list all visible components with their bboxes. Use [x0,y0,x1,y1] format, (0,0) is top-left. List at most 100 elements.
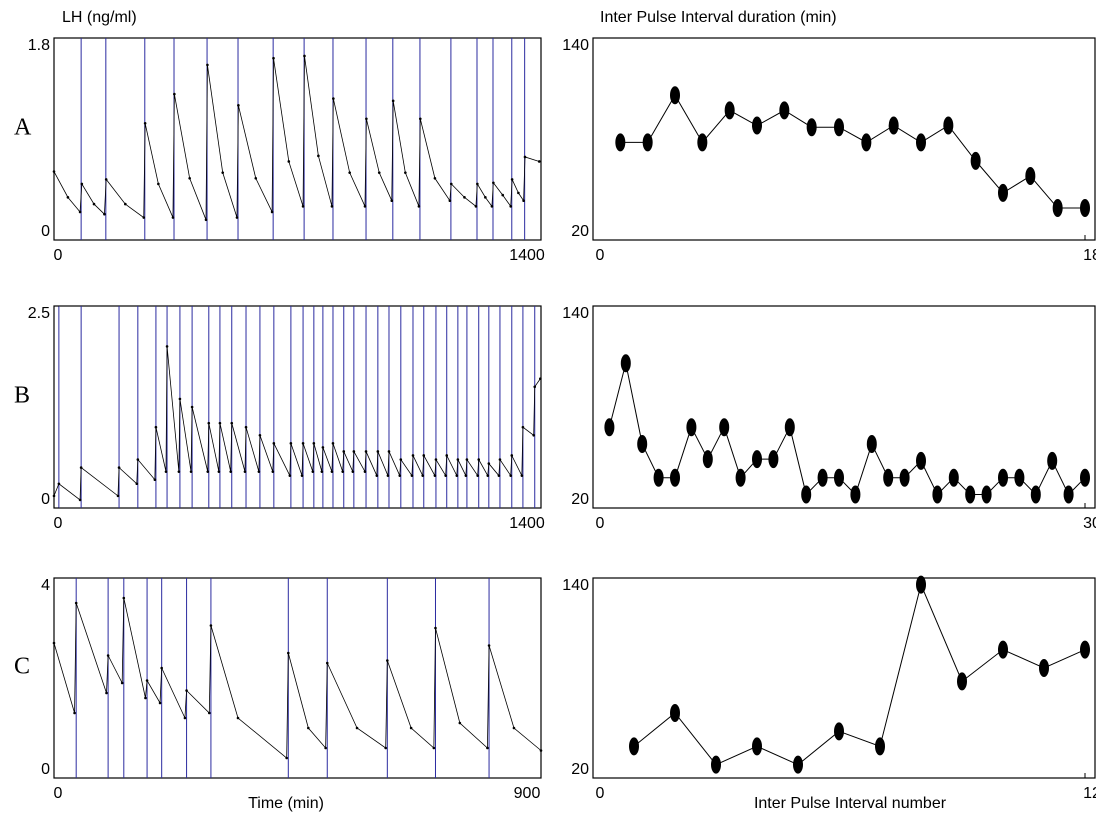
data-point [422,454,426,457]
data-point [509,205,513,208]
data-point [433,474,437,477]
plot-frame [592,577,1096,779]
data-point [320,470,324,473]
data-point [465,458,469,461]
data-point [235,216,239,219]
data-point [724,101,735,120]
data-point [271,470,275,473]
data-point [312,442,316,445]
data-point [477,458,481,461]
x-tick-label: 30 [1083,515,1096,532]
data-point [537,160,541,163]
data-point [289,442,293,445]
data-point [1052,199,1063,218]
data-point [188,176,191,180]
x-tick-label: 0 [54,515,63,532]
data-point [702,450,713,469]
data-point [157,182,160,186]
data-point [793,755,803,774]
data-point [883,468,894,487]
data-point [317,154,320,158]
data-point [78,498,82,502]
data-point [899,468,910,487]
data-point [217,470,221,473]
data-point [321,446,325,449]
data-point [512,726,516,730]
data-point [615,133,626,152]
data-point [448,199,452,203]
data-point [943,116,954,135]
data-point [363,470,367,473]
y-axis-label: LH (ng/ml) [62,9,137,26]
data-point [79,466,83,469]
data-point [386,474,390,477]
data-point [375,474,379,477]
data-point [376,450,380,453]
data-point [288,474,292,477]
data-point [476,182,479,186]
data-point [377,171,381,174]
data-point [850,485,861,504]
data-point [784,418,795,437]
data-point [365,117,368,121]
data-point [735,468,746,487]
y-tick-label: 2.5 [28,305,50,322]
data-point [135,482,139,486]
x-tick-label: 0 [596,515,605,532]
data-point [218,421,222,425]
plot-frame [53,305,542,509]
data-point [78,210,82,214]
data-point [464,474,468,477]
data-point [73,711,76,715]
data-point [158,701,162,705]
data-point [254,176,258,180]
data-point [80,182,84,186]
data-point [604,418,615,437]
data-point [142,216,146,219]
data-point [417,205,421,208]
data-point [998,468,1008,487]
data-point [1080,640,1090,659]
data-point [653,468,664,487]
data-point [670,468,680,487]
data-point [445,454,449,457]
panel-label: C [14,654,30,680]
data-point [363,205,367,208]
data-point [866,435,877,454]
data-point [521,425,525,429]
y-tick-label: 140 [562,37,589,54]
plot-frame [592,305,1096,509]
data-point [486,746,489,750]
data-point [916,451,926,470]
data-point [432,746,436,750]
data-point [1039,659,1049,677]
data-point [145,679,149,682]
data-point [487,644,491,647]
data-point [143,121,147,125]
data-point [629,737,639,756]
data-point [517,191,520,195]
data-point [409,726,413,730]
data-point [221,171,225,174]
y-axis-label: Inter Pulse Interval duration (min) [600,9,837,26]
data-point [834,722,844,741]
data-point [719,418,730,437]
data-point [998,183,1008,202]
data-point [697,133,708,152]
data-point [116,494,120,498]
x-tick-label: 12 [1083,785,1096,802]
data-point [411,454,415,457]
data-point [875,737,885,756]
data-point [57,482,61,486]
data-point [287,651,290,655]
data-point [476,474,479,477]
data-point [1014,468,1025,487]
data-point [752,450,762,469]
data-point [970,151,981,170]
y-tick-label: 140 [562,577,589,594]
data-point [455,474,459,477]
data-point [1080,468,1090,487]
data-point [768,450,779,469]
data-point [324,746,327,750]
x-axis-label: Time (min) [248,795,324,812]
